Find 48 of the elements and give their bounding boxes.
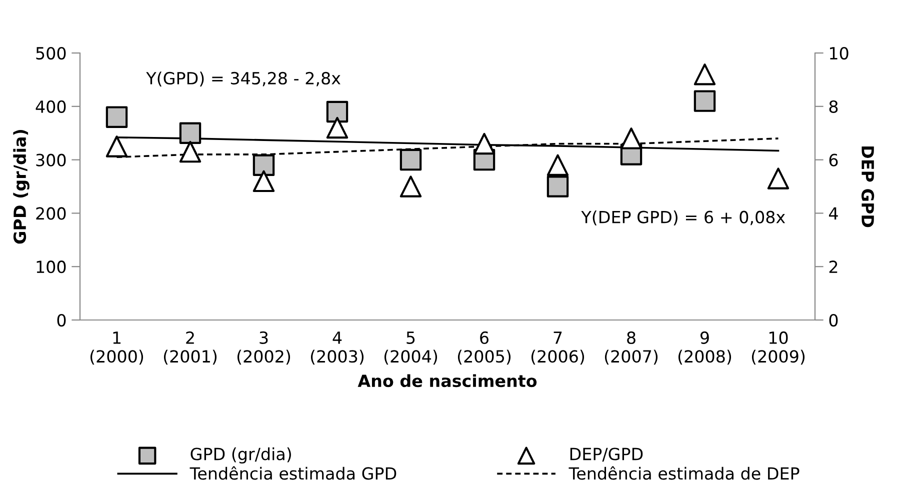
y2-axis-title: DEP GPD bbox=[862, 146, 874, 228]
point bbox=[546, 154, 569, 176]
point bbox=[767, 168, 790, 190]
point bbox=[620, 128, 642, 150]
point bbox=[326, 116, 348, 139]
point bbox=[252, 154, 275, 176]
y-tick-label: 500 bbox=[36, 46, 66, 60]
legend-label: GPD (gr/dia) bbox=[190, 447, 291, 464]
y2-tick-label: 10 bbox=[830, 46, 848, 60]
point bbox=[546, 176, 569, 198]
point bbox=[106, 106, 128, 128]
y2-tick-label: 4 bbox=[829, 207, 838, 220]
annotation: Y(GPD) = 345,28 - 2,8x bbox=[146, 72, 340, 86]
x-tick-label: 1 (2000) bbox=[90, 332, 144, 365]
point bbox=[694, 90, 716, 112]
legend-label: Tendência estimada GPD bbox=[190, 466, 396, 480]
point bbox=[473, 132, 496, 155]
x-tick-label: 7 (2006) bbox=[531, 332, 584, 365]
annotation: Y(DEP GPD) = 6 + 0,08x bbox=[581, 210, 786, 226]
legend-label: Tendência estimada de DEP bbox=[568, 466, 800, 480]
point bbox=[179, 122, 202, 144]
y-tick-label: 100 bbox=[36, 260, 66, 274]
x-tick-label: 8 (2007) bbox=[604, 331, 658, 365]
y-axis-title: GPD (gr/dia) bbox=[13, 130, 30, 244]
x-tick-label: 4 (2003) bbox=[310, 332, 364, 365]
legend-label: DEP/GPD bbox=[570, 448, 643, 462]
point bbox=[400, 148, 422, 171]
x-tick-label: 5 (2004) bbox=[384, 332, 438, 365]
point bbox=[694, 63, 716, 86]
point bbox=[326, 100, 348, 123]
x-tick-label: 3 (2002) bbox=[237, 331, 290, 365]
y2-tick-label: 0 bbox=[829, 314, 838, 327]
y-tick-label: 400 bbox=[36, 100, 66, 113]
point bbox=[179, 140, 202, 163]
y-tick-label: 0 bbox=[57, 314, 66, 327]
x-tick-label: 10 (2009) bbox=[752, 331, 805, 365]
y2-tick-label: 2 bbox=[829, 260, 838, 273]
y2-tick-label: 8 bbox=[829, 100, 838, 113]
x-tick-label: 6 (2005) bbox=[458, 331, 511, 365]
point bbox=[400, 176, 422, 198]
y-tick-label: 300 bbox=[36, 154, 66, 166]
point bbox=[106, 136, 128, 158]
y2-tick-label: 6 bbox=[829, 154, 838, 166]
x-tick-label: 2 (2001) bbox=[164, 331, 217, 365]
y-tick-label: 200 bbox=[36, 207, 66, 220]
point bbox=[252, 170, 275, 192]
x-tick-label: 9 (2008) bbox=[678, 331, 732, 365]
x-axis-title: Ano de nascimento bbox=[358, 374, 537, 388]
